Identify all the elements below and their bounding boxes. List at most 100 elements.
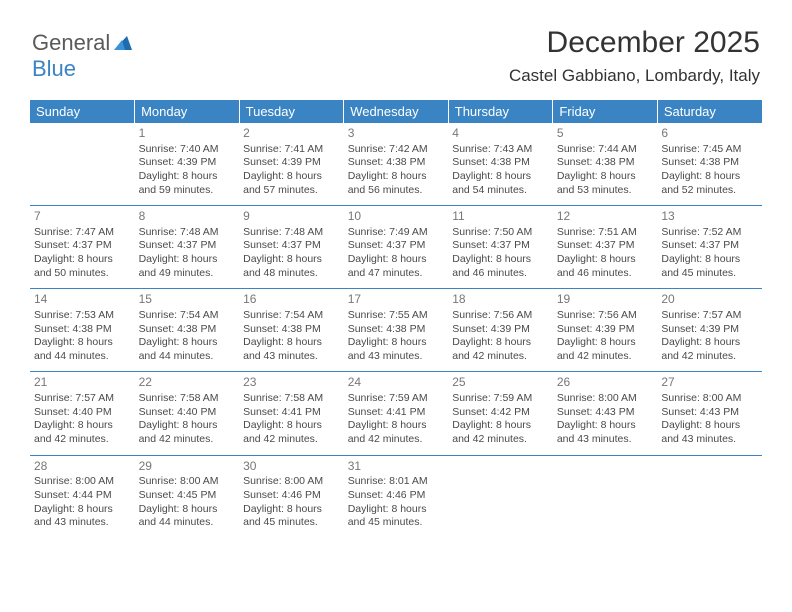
day-number: 28 (34, 459, 131, 475)
daylight-text: Daylight: 8 hours and 42 minutes. (661, 336, 758, 363)
sunrise-text: Sunrise: 7:55 AM (348, 309, 445, 323)
sunset-text: Sunset: 4:39 PM (452, 323, 549, 337)
sunrise-text: Sunrise: 7:52 AM (661, 226, 758, 240)
logo-triangle-icon (114, 30, 132, 56)
calendar-day-cell: 21Sunrise: 7:57 AMSunset: 4:40 PMDayligh… (30, 372, 135, 455)
day-number: 14 (34, 292, 131, 308)
sunset-text: Sunset: 4:39 PM (243, 156, 340, 170)
sunset-text: Sunset: 4:37 PM (139, 239, 236, 253)
calendar-table: Sunday Monday Tuesday Wednesday Thursday… (30, 100, 762, 538)
daylight-text: Daylight: 8 hours and 46 minutes. (557, 253, 654, 280)
calendar-day-cell: 29Sunrise: 8:00 AMSunset: 4:45 PMDayligh… (135, 455, 240, 538)
sunrise-text: Sunrise: 7:56 AM (452, 309, 549, 323)
daylight-text: Daylight: 8 hours and 43 minutes. (661, 419, 758, 446)
page-title: December 2025 (547, 26, 760, 60)
sunset-text: Sunset: 4:44 PM (34, 489, 131, 503)
sunset-text: Sunset: 4:43 PM (661, 406, 758, 420)
weekday-header: Friday (553, 100, 658, 123)
daylight-text: Daylight: 8 hours and 46 minutes. (452, 253, 549, 280)
sunrise-text: Sunrise: 7:54 AM (243, 309, 340, 323)
sunset-text: Sunset: 4:37 PM (348, 239, 445, 253)
calendar-week-row: 1Sunrise: 7:40 AMSunset: 4:39 PMDaylight… (30, 123, 762, 206)
calendar-day-cell: 26Sunrise: 8:00 AMSunset: 4:43 PMDayligh… (553, 372, 658, 455)
sunset-text: Sunset: 4:38 PM (243, 323, 340, 337)
day-number: 3 (348, 126, 445, 142)
day-number: 18 (452, 292, 549, 308)
sunset-text: Sunset: 4:39 PM (661, 323, 758, 337)
calendar-day-cell: 20Sunrise: 7:57 AMSunset: 4:39 PMDayligh… (657, 289, 762, 372)
daylight-text: Daylight: 8 hours and 42 minutes. (557, 336, 654, 363)
day-number: 7 (34, 209, 131, 225)
sunrise-text: Sunrise: 7:45 AM (661, 143, 758, 157)
sunrise-text: Sunrise: 7:56 AM (557, 309, 654, 323)
sunrise-text: Sunrise: 8:00 AM (557, 392, 654, 406)
daylight-text: Daylight: 8 hours and 50 minutes. (34, 253, 131, 280)
daylight-text: Daylight: 8 hours and 42 minutes. (452, 419, 549, 446)
sunrise-text: Sunrise: 7:40 AM (139, 143, 236, 157)
page-subtitle: Castel Gabbiano, Lombardy, Italy (509, 66, 760, 86)
day-number: 20 (661, 292, 758, 308)
daylight-text: Daylight: 8 hours and 45 minutes. (348, 503, 445, 530)
calendar-week-row: 14Sunrise: 7:53 AMSunset: 4:38 PMDayligh… (30, 289, 762, 372)
calendar-day-cell: 12Sunrise: 7:51 AMSunset: 4:37 PMDayligh… (553, 206, 658, 289)
daylight-text: Daylight: 8 hours and 53 minutes. (557, 170, 654, 197)
logo-text-1: General (32, 30, 110, 55)
calendar-day-cell: 8Sunrise: 7:48 AMSunset: 4:37 PMDaylight… (135, 206, 240, 289)
weekday-header-row: Sunday Monday Tuesday Wednesday Thursday… (30, 100, 762, 123)
calendar-week-row: 28Sunrise: 8:00 AMSunset: 4:44 PMDayligh… (30, 455, 762, 538)
day-number: 26 (557, 375, 654, 391)
calendar-day-cell: 9Sunrise: 7:48 AMSunset: 4:37 PMDaylight… (239, 206, 344, 289)
day-number: 19 (557, 292, 654, 308)
day-number: 10 (348, 209, 445, 225)
calendar-day-cell: 30Sunrise: 8:00 AMSunset: 4:46 PMDayligh… (239, 455, 344, 538)
sunset-text: Sunset: 4:38 PM (34, 323, 131, 337)
calendar-day-cell (657, 455, 762, 538)
day-number: 9 (243, 209, 340, 225)
daylight-text: Daylight: 8 hours and 47 minutes. (348, 253, 445, 280)
calendar-day-cell: 10Sunrise: 7:49 AMSunset: 4:37 PMDayligh… (344, 206, 449, 289)
logo: General Blue (32, 30, 132, 82)
sunrise-text: Sunrise: 7:44 AM (557, 143, 654, 157)
sunrise-text: Sunrise: 7:48 AM (139, 226, 236, 240)
weekday-header: Tuesday (239, 100, 344, 123)
day-number: 1 (139, 126, 236, 142)
day-number: 15 (139, 292, 236, 308)
day-number: 24 (348, 375, 445, 391)
day-number: 29 (139, 459, 236, 475)
calendar-day-cell (30, 123, 135, 206)
sunset-text: Sunset: 4:37 PM (34, 239, 131, 253)
calendar-day-cell: 16Sunrise: 7:54 AMSunset: 4:38 PMDayligh… (239, 289, 344, 372)
calendar-day-cell: 14Sunrise: 7:53 AMSunset: 4:38 PMDayligh… (30, 289, 135, 372)
sunset-text: Sunset: 4:37 PM (557, 239, 654, 253)
sunset-text: Sunset: 4:37 PM (243, 239, 340, 253)
sunrise-text: Sunrise: 7:58 AM (243, 392, 340, 406)
calendar-day-cell: 5Sunrise: 7:44 AMSunset: 4:38 PMDaylight… (553, 123, 658, 206)
sunrise-text: Sunrise: 7:57 AM (34, 392, 131, 406)
calendar-day-cell: 2Sunrise: 7:41 AMSunset: 4:39 PMDaylight… (239, 123, 344, 206)
sunset-text: Sunset: 4:37 PM (661, 239, 758, 253)
daylight-text: Daylight: 8 hours and 43 minutes. (34, 503, 131, 530)
day-number: 6 (661, 126, 758, 142)
sunrise-text: Sunrise: 8:00 AM (661, 392, 758, 406)
daylight-text: Daylight: 8 hours and 54 minutes. (452, 170, 549, 197)
sunset-text: Sunset: 4:42 PM (452, 406, 549, 420)
calendar-day-cell: 15Sunrise: 7:54 AMSunset: 4:38 PMDayligh… (135, 289, 240, 372)
calendar-day-cell: 25Sunrise: 7:59 AMSunset: 4:42 PMDayligh… (448, 372, 553, 455)
daylight-text: Daylight: 8 hours and 44 minutes. (139, 503, 236, 530)
sunrise-text: Sunrise: 8:01 AM (348, 475, 445, 489)
sunrise-text: Sunrise: 7:51 AM (557, 226, 654, 240)
calendar-day-cell: 11Sunrise: 7:50 AMSunset: 4:37 PMDayligh… (448, 206, 553, 289)
sunrise-text: Sunrise: 8:00 AM (243, 475, 340, 489)
calendar-day-cell: 13Sunrise: 7:52 AMSunset: 4:37 PMDayligh… (657, 206, 762, 289)
sunrise-text: Sunrise: 7:59 AM (348, 392, 445, 406)
daylight-text: Daylight: 8 hours and 42 minutes. (452, 336, 549, 363)
daylight-text: Daylight: 8 hours and 45 minutes. (661, 253, 758, 280)
sunset-text: Sunset: 4:39 PM (139, 156, 236, 170)
day-number: 22 (139, 375, 236, 391)
sunrise-text: Sunrise: 7:47 AM (34, 226, 131, 240)
sunrise-text: Sunrise: 7:54 AM (139, 309, 236, 323)
day-number: 17 (348, 292, 445, 308)
daylight-text: Daylight: 8 hours and 52 minutes. (661, 170, 758, 197)
daylight-text: Daylight: 8 hours and 42 minutes. (139, 419, 236, 446)
calendar-day-cell: 28Sunrise: 8:00 AMSunset: 4:44 PMDayligh… (30, 455, 135, 538)
